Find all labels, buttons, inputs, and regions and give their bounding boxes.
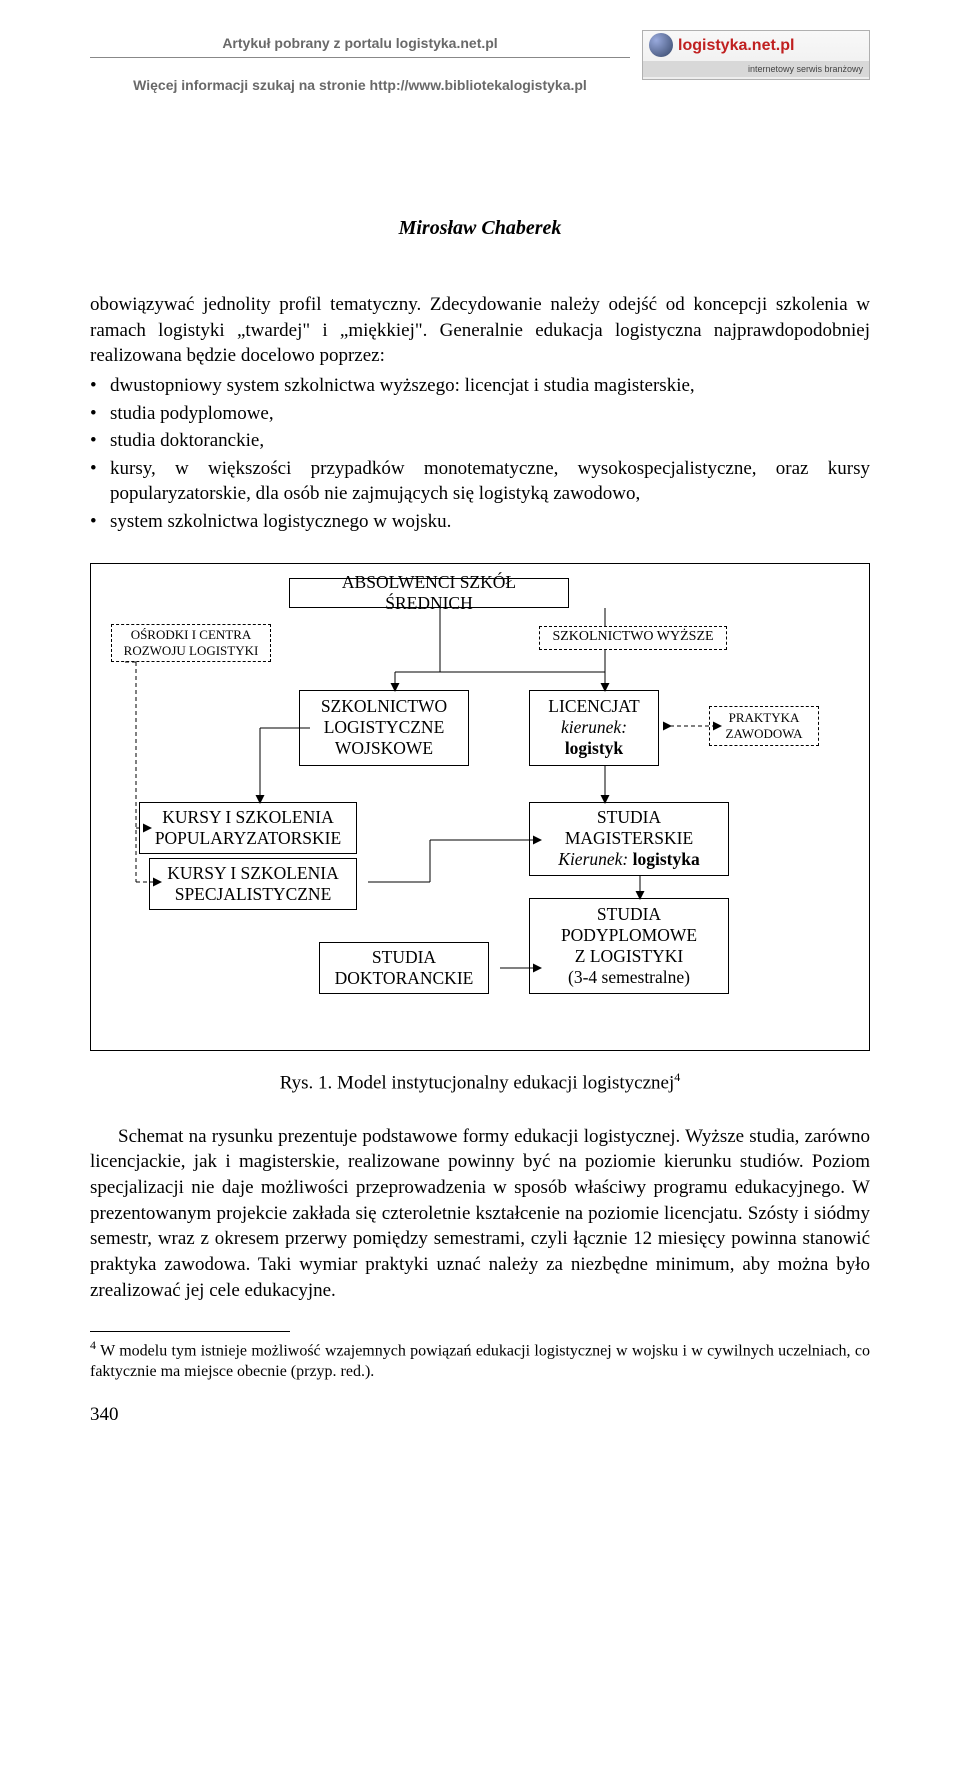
logo-subtitle: internetowy serwis branżowy [643,61,869,77]
box-osrodki: OŚRODKI I CENTRA ROZWOJU LOGISTYKI [111,624,271,662]
box-wojskowe: SZKOLNICTWO LOGISTYCZNE WOJSKOWE [299,690,469,766]
header-text-block: Artykuł pobrany z portalu logistyka.net.… [90,30,630,95]
header-divider [90,57,630,58]
box-absolwenci: ABSOLWENCI SZKÓŁ ŚREDNICH [289,578,569,608]
licencjat-l1: LICENCJAT [548,696,639,716]
header: Artykuł pobrany z portalu logistyka.net.… [90,30,870,125]
intro-paragraph: obowiązywać jednolity profil tematyczny.… [90,292,870,369]
footnote-text: W modelu tym istnieje możliwość wzajemny… [90,1343,870,1380]
box-popularyzatorskie: KURSY I SZKOLENIA POPULARYZATORSKIE [139,802,357,854]
logo-main: logistyka.net.pl [643,31,869,57]
author-name: Mirosław Chaberek [90,215,870,242]
caption-text: Rys. 1. Model instytucjonalny edukacji l… [280,1072,674,1093]
box-praktyka: PRAKTYKA ZAWODOWA [709,706,819,746]
licencjat-l3: logistyk [565,738,623,758]
logo-main-text: logistyka.net.pl [678,37,794,54]
magister-l2: MAGISTERSKIE [565,828,693,848]
globe-icon [649,33,673,57]
list-item: studia doktoranckie, [110,428,870,454]
header-line-2: Więcej informacji szukaj na stronie http… [90,76,630,95]
magister-l3b: logistyka [633,849,700,869]
box-specjalistyczne: KURSY I SZKOLENIA SPECJALISTYCZNE [149,858,357,910]
box-magisterskie: STUDIA MAGISTERSKIE Kierunek: logistyka [529,802,729,876]
licencjat-l2: kierunek: [561,717,627,737]
header-line-1: Artykuł pobrany z portalu logistyka.net.… [90,34,630,53]
page-number: 340 [90,1402,870,1428]
magister-l3: Kierunek: [558,849,632,869]
header-logo: logistyka.net.pl internetowy serwis bran… [642,30,870,80]
diagram-frame: ABSOLWENCI SZKÓŁ ŚREDNICH OŚRODKI I CENT… [90,563,870,1051]
footnote-rule [90,1331,290,1332]
box-licencjat: LICENCJAT kierunek: logistyk [529,690,659,766]
box-podyplomowe: STUDIA PODYPLOMOWE Z LOGISTYKI (3-4 seme… [529,898,729,994]
list-item: studia podyplomowe, [110,401,870,427]
list-item: system szkolnictwa logistycznego w wojsk… [110,509,870,535]
figure-caption: Rys. 1. Model instytucjonalny edukacji l… [90,1069,870,1096]
body-paragraph: Schemat na rysunku prezentuje podstawowe… [90,1124,870,1303]
caption-sup: 4 [674,1070,680,1084]
list-item: dwustopniowy system szkolnictwa wyższego… [110,373,870,399]
bullet-list: dwustopniowy system szkolnictwa wyższego… [90,373,870,535]
footnote-number: 4 [90,1338,96,1352]
magister-l1: STUDIA [597,807,661,827]
box-doktoranckie: STUDIA DOKTORANCKIE [319,942,489,994]
footnote: 4 W modelu tym istnieje możliwość wzajem… [90,1338,870,1381]
box-szkolnictwo-wyzsze: SZKOLNICTWO WYŻSZE [539,626,727,650]
list-item: kursy, w większości przypadków monotemat… [110,456,870,507]
diagram: ABSOLWENCI SZKÓŁ ŚREDNICH OŚRODKI I CENT… [99,572,861,1042]
